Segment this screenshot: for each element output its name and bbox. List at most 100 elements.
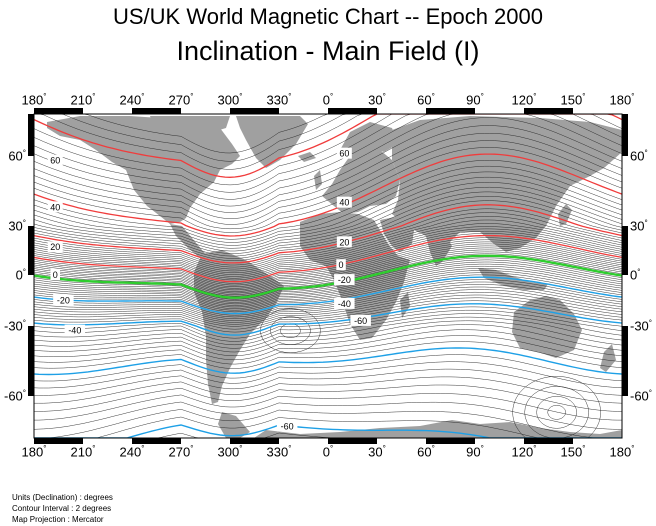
x-tick-label-top: 330° (266, 92, 292, 108)
contour-label: -40 (338, 299, 351, 309)
minor-contour-line (34, 200, 622, 261)
minor-contour-line (34, 117, 622, 213)
x-tick-label-bottom: 60° (417, 444, 435, 460)
x-tick-label-top: 270° (168, 92, 194, 108)
y-tick-label-right: 60° (630, 148, 648, 164)
contour-label-bg (47, 241, 63, 253)
y-tick-label-left: 30° (8, 218, 26, 234)
minor-contour-line (34, 291, 622, 325)
closed-contour (536, 396, 577, 429)
map-frame (28, 108, 628, 444)
minor-contour-line (34, 320, 622, 353)
minor-contour-line (34, 125, 622, 219)
frame-bar-top (426, 108, 475, 114)
x-tick-label-top: 0° (322, 92, 334, 108)
minor-contour-line (34, 233, 622, 281)
minor-contour-line (34, 186, 622, 254)
x-tick-label-bottom: 90° (466, 444, 484, 460)
x-tick-label-top: 60° (417, 92, 435, 108)
x-tick-label-top: 180° (21, 92, 47, 108)
contour-label-bg (336, 259, 346, 271)
contour-label-bg (336, 147, 352, 159)
minor-contour-line (34, 114, 622, 170)
frame-bar-bottom (132, 438, 181, 444)
minor-contour-line (34, 294, 622, 327)
frame-bar-right (622, 114, 628, 156)
minor-contour-line (34, 243, 622, 289)
x-tick-label-top: 90° (466, 92, 484, 108)
contour-label: -60 (281, 421, 294, 431)
minor-contour-line (34, 114, 622, 200)
minor-contour-line (34, 270, 622, 309)
positive-contour-line (34, 234, 622, 283)
minor-contour-line (34, 140, 622, 230)
contour-label-bg (276, 420, 298, 432)
contour-label-bg (47, 201, 63, 213)
minor-contour-line (34, 409, 622, 438)
chart-subtitle: Inclination - Main Field (I) (176, 36, 480, 66)
contour-label-bg (64, 324, 86, 336)
minor-contour-line (34, 212, 622, 268)
contour-label: 60 (50, 156, 60, 166)
frame-bar-top (34, 108, 83, 114)
minor-contour-line (34, 239, 622, 286)
minor-contour-line (34, 249, 622, 294)
land-asia (392, 116, 622, 252)
x-tick-label-bottom: 180° (21, 444, 47, 460)
x-tick-label-bottom: 300° (217, 444, 243, 460)
negative-contour-line (34, 303, 622, 336)
frame-bar-top (524, 108, 573, 114)
x-tick-label-bottom: 150° (560, 444, 586, 460)
frame-bar-right (622, 326, 628, 396)
minor-contour-line (34, 272, 622, 311)
minor-contour-line (34, 313, 622, 346)
minor-contour-line (34, 176, 622, 249)
negative-contour-line (34, 347, 622, 376)
contour-label-bg (47, 154, 63, 166)
minor-contour-line (34, 196, 622, 259)
minor-contour-line (34, 237, 622, 284)
minor-contour-line (34, 263, 622, 305)
contour-label: 20 (339, 237, 349, 247)
land-new-zealand (600, 344, 616, 372)
positive-contour-line (34, 204, 622, 264)
frame-bar-top (230, 108, 279, 114)
minor-contour-line (34, 133, 622, 225)
zero-contour-line (34, 254, 622, 299)
minor-contour-line (34, 171, 622, 246)
contour-label-bg (334, 274, 355, 286)
minor-contour-line (34, 114, 622, 162)
interval-note: Contour Interval : 2 degrees (12, 504, 112, 513)
contour-label: 40 (50, 202, 60, 212)
units-note: Units (Declination) : degrees (12, 493, 113, 502)
x-tick-label-top: 210° (70, 92, 96, 108)
contour-label: -20 (338, 275, 351, 285)
land-japan (558, 204, 572, 226)
x-tick-label-top: 30° (368, 92, 386, 108)
minor-contour-line (34, 401, 622, 430)
frame-bar-bottom (524, 438, 573, 444)
minor-contour-line (34, 247, 622, 292)
minor-contour-line (34, 329, 622, 361)
contour-label: 60 (339, 149, 349, 159)
contour-label: 40 (339, 198, 349, 208)
minor-contour-line (34, 182, 622, 252)
y-tick-label-right: 30° (630, 218, 648, 234)
negative-contour-line (34, 276, 622, 315)
y-tick-label-right: 0° (630, 267, 641, 283)
positive-contour-line (34, 153, 622, 237)
minor-contour-line (34, 361, 622, 389)
minor-contour-line (34, 228, 622, 277)
positive-contour-line (34, 114, 622, 178)
minor-contour-line (34, 257, 622, 300)
land-south-america (194, 250, 284, 404)
contour-label: -60 (354, 316, 367, 326)
minor-contour-line (34, 245, 622, 291)
x-tick-label-top: 180° (609, 92, 635, 108)
land-arctic-islands (150, 116, 230, 134)
minor-contour-line (34, 219, 622, 272)
minor-contour-line (34, 354, 622, 382)
x-tick-label-bottom: 330° (266, 444, 292, 460)
frame-bar-left (28, 114, 34, 156)
y-tick-label-left: 0° (15, 267, 26, 283)
